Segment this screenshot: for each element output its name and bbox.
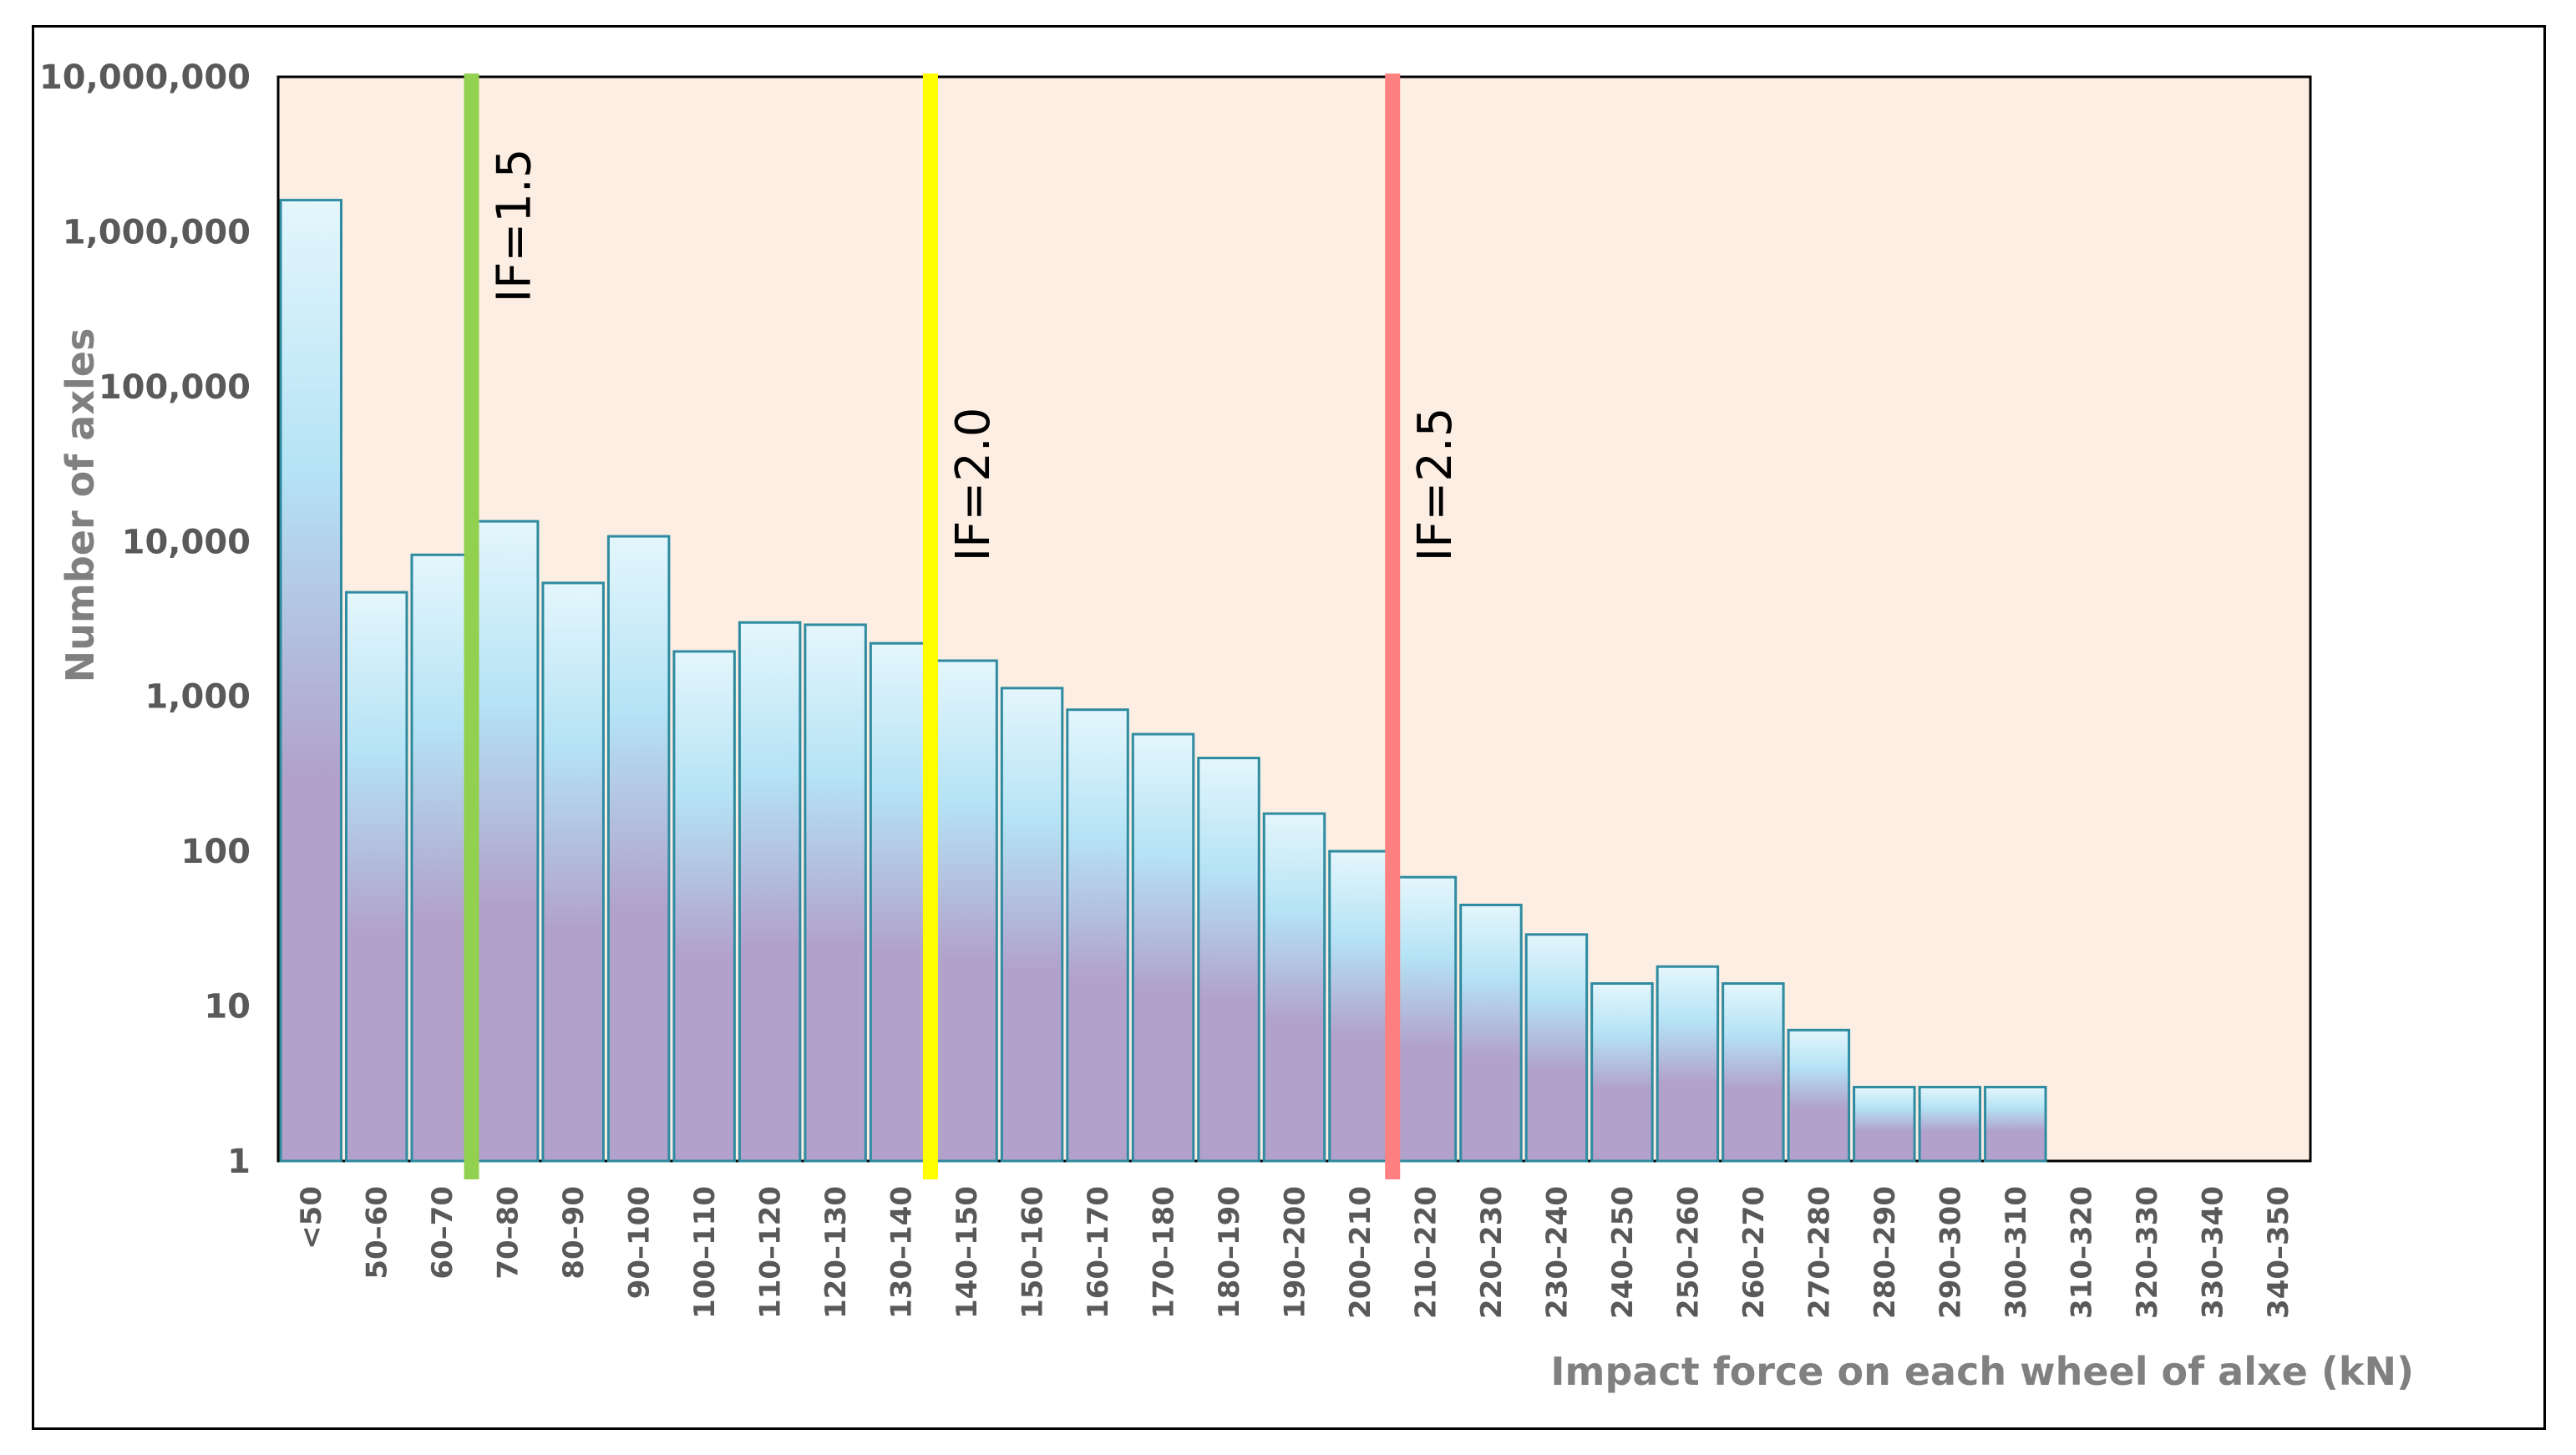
bar — [1656, 965, 1720, 1163]
x-tick-label: 300–310 — [2000, 1186, 2033, 1319]
y-tick-label: 10 — [204, 988, 251, 1027]
x-tick-label: 200–210 — [1344, 1186, 1377, 1319]
x-tick-label: 280–290 — [1869, 1186, 1902, 1319]
y-tick-label: 10,000,000 — [39, 58, 251, 97]
reference-line — [1385, 74, 1401, 1179]
y-tick-label: 1 — [227, 1143, 251, 1181]
bar — [672, 650, 736, 1163]
x-tick-label: 100–110 — [688, 1186, 722, 1319]
y-tick-label: 1,000,000 — [63, 213, 251, 251]
bar — [1787, 1028, 1851, 1163]
x-tick-label: 50–60 — [361, 1186, 394, 1280]
reference-line — [922, 74, 938, 1179]
y-tick-label: 10,000 — [122, 523, 251, 561]
x-tick-label: 190–200 — [1279, 1186, 1312, 1319]
bar — [1197, 757, 1260, 1163]
reference-line-label: IF=1.5 — [488, 149, 542, 303]
y-axis-title: Number of axles — [58, 328, 103, 683]
bar — [1393, 875, 1458, 1163]
bar — [1918, 1086, 1982, 1163]
bar — [410, 553, 474, 1163]
x-tick-label: 170–180 — [1148, 1186, 1181, 1319]
bar — [1131, 733, 1195, 1163]
x-tick-label: 80–90 — [557, 1186, 591, 1280]
x-tick-label: 220–230 — [1475, 1186, 1509, 1319]
x-tick-label: 140–150 — [951, 1186, 984, 1319]
x-tick-label: 320–330 — [2131, 1186, 2164, 1319]
x-tick-label: 310–320 — [2065, 1186, 2098, 1319]
x-tick-label: 120–130 — [819, 1186, 853, 1319]
bar — [1262, 812, 1326, 1163]
x-tick-label: 90–100 — [623, 1186, 657, 1299]
reference-line — [464, 74, 479, 1179]
x-tick-label: 230–240 — [1540, 1186, 1574, 1319]
bar — [606, 535, 671, 1163]
bar — [541, 581, 605, 1163]
bar — [1722, 981, 1785, 1163]
y-tick-label: 100,000 — [99, 368, 251, 407]
x-tick-label: <50 — [295, 1186, 328, 1250]
y-tick-label: 1,000 — [145, 678, 251, 717]
bar — [279, 199, 342, 1163]
x-tick-label: 210–220 — [1409, 1186, 1443, 1319]
x-tick-label: 290–300 — [1934, 1186, 1967, 1319]
bar — [935, 659, 998, 1163]
reference-line-label: IF=2.5 — [1408, 408, 1463, 562]
bar — [1853, 1086, 1916, 1163]
x-tick-label: 130–140 — [885, 1186, 919, 1319]
reference-line-label: IF=2.0 — [946, 408, 1001, 562]
bar — [1984, 1086, 2047, 1163]
x-axis-title: Impact force on each wheel of alxe (kN) — [1550, 1349, 2414, 1394]
x-tick-label: 250–260 — [1671, 1186, 1705, 1319]
x-tick-label: 60–70 — [426, 1186, 459, 1280]
x-tick-label: 70–80 — [492, 1186, 525, 1280]
bar — [804, 623, 867, 1163]
y-tick-label: 100 — [181, 833, 251, 871]
bar — [1524, 933, 1589, 1163]
bar — [1000, 687, 1064, 1163]
x-tick-label: 260–270 — [1737, 1186, 1771, 1319]
bar — [738, 621, 802, 1163]
bar — [1066, 708, 1129, 1163]
x-tick-label: 160–170 — [1082, 1186, 1115, 1319]
bar — [1590, 981, 1654, 1163]
x-tick-label: 330–340 — [2196, 1186, 2229, 1319]
bar — [475, 520, 540, 1163]
x-tick-label: 110–120 — [754, 1186, 788, 1319]
bar — [869, 641, 933, 1163]
bar — [1328, 849, 1392, 1163]
bar — [1459, 903, 1523, 1163]
bar — [344, 591, 408, 1163]
x-tick-label: 150–160 — [1017, 1186, 1050, 1319]
x-tick-label: 340–350 — [2262, 1186, 2295, 1319]
x-tick-label: 240–250 — [1606, 1186, 1640, 1319]
x-tick-label: 270–280 — [1803, 1186, 1836, 1319]
x-tick-label: 180–190 — [1213, 1186, 1246, 1319]
